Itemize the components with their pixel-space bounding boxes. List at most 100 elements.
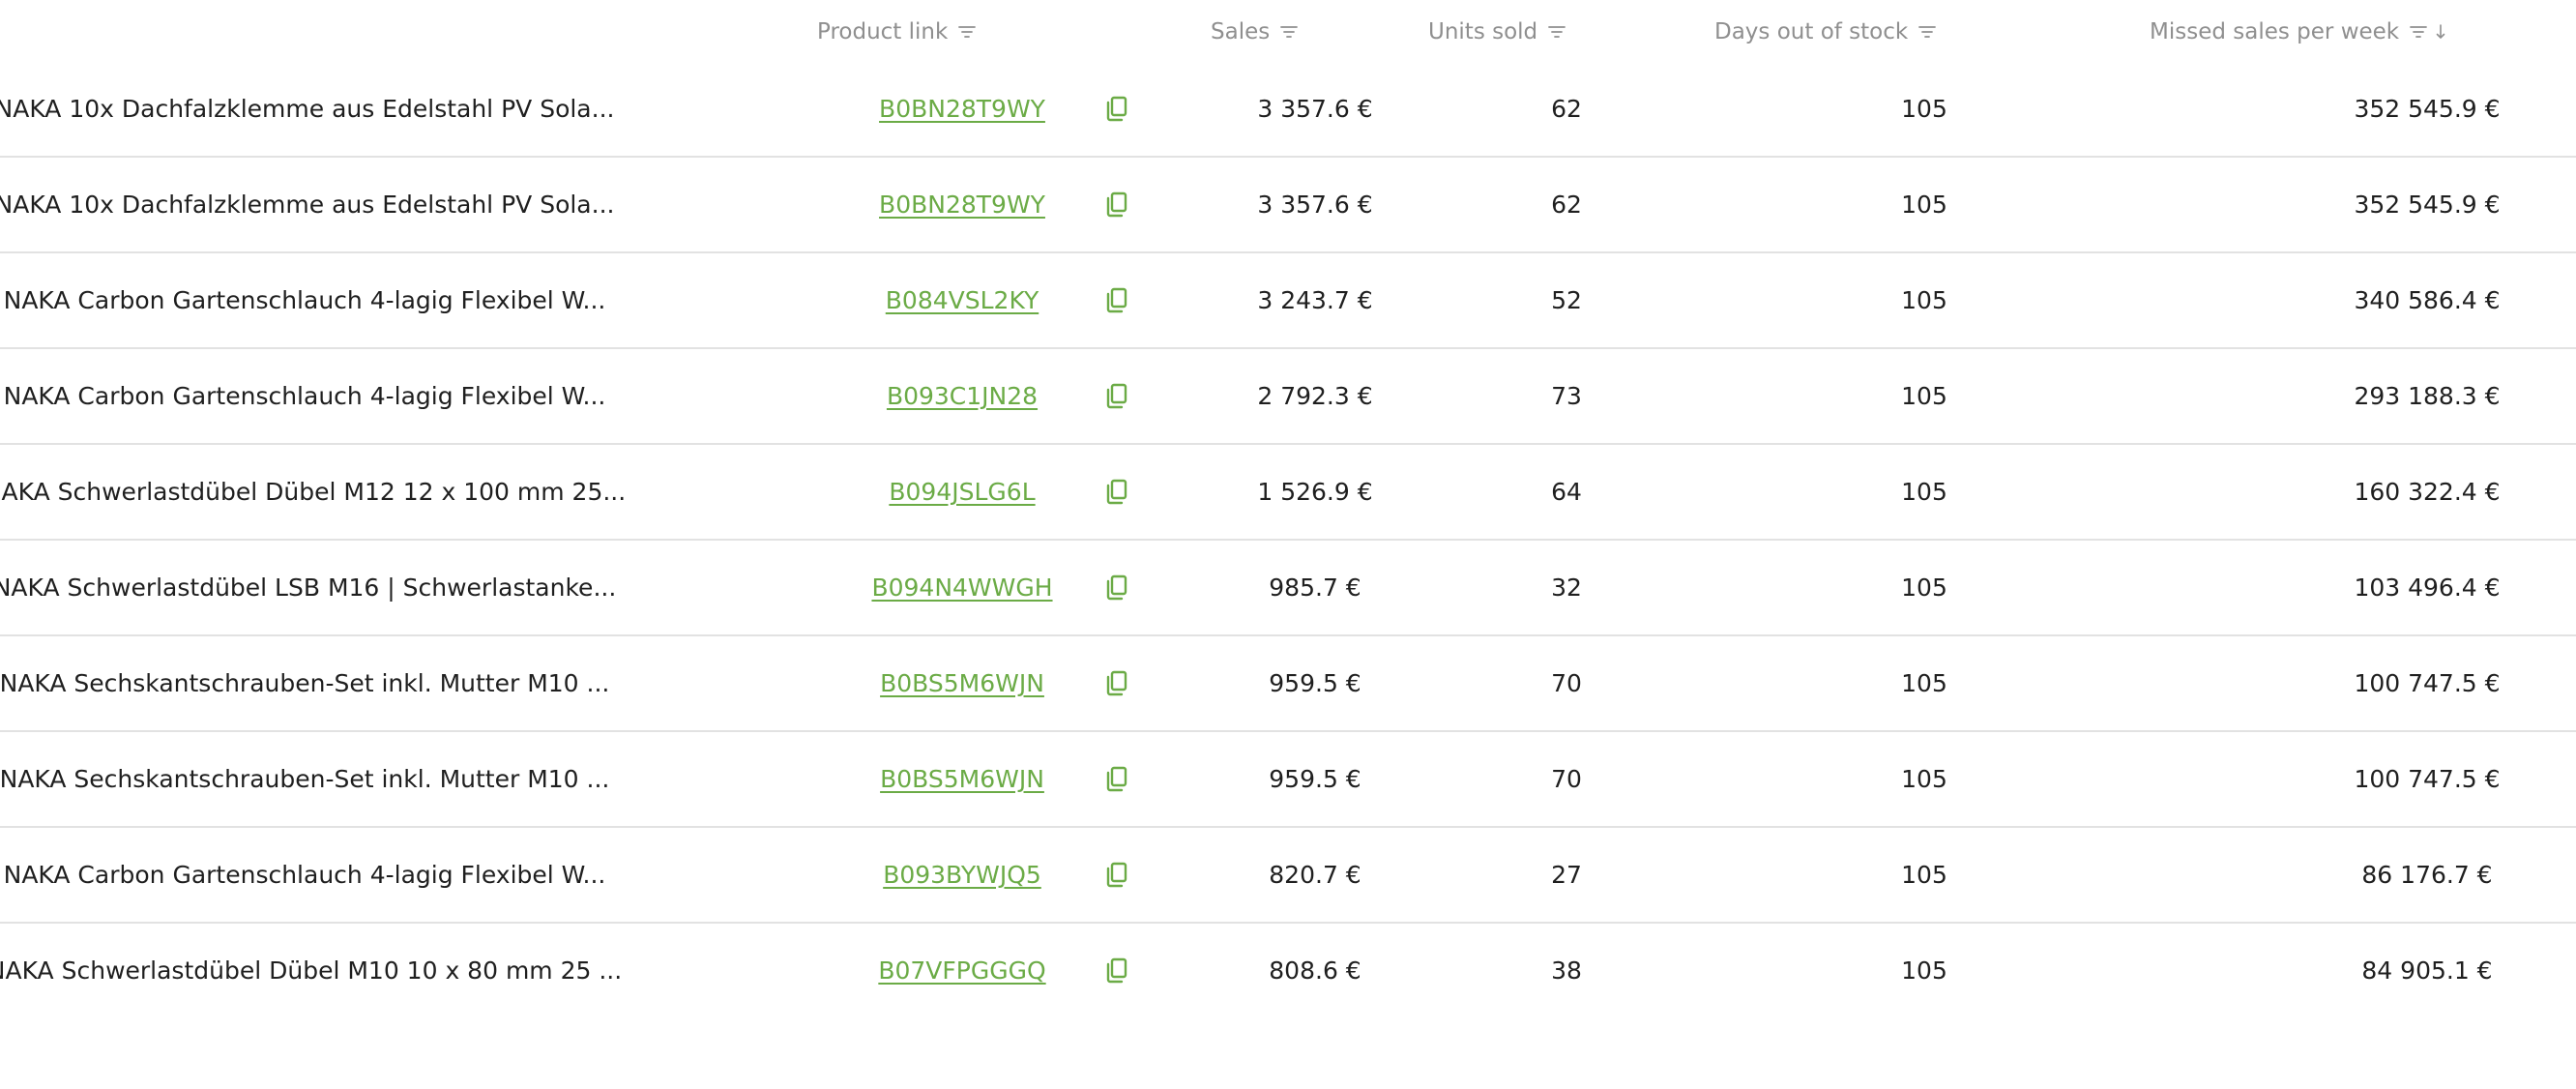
missed-sales-value: 352 545.9 € xyxy=(2354,191,2501,219)
missed-sales-value: 293 188.3 € xyxy=(2354,382,2501,410)
missed-sales-value: 86 176.7 € xyxy=(2361,861,2493,889)
product-asin-link[interactable]: B093C1JN28 xyxy=(886,382,1039,410)
sales-value: 1 526.9 € xyxy=(1257,478,1373,506)
copy-icon[interactable] xyxy=(1093,732,1141,826)
product-link-cell: B094JSLG6L xyxy=(832,445,1093,539)
sales-value: 2 792.3 € xyxy=(1257,382,1373,410)
product-asin-link[interactable]: B0BS5M6WJN xyxy=(880,669,1044,697)
copy-icon[interactable] xyxy=(1093,253,1141,347)
days-out-of-stock-value: 105 xyxy=(1901,669,1947,697)
column-header-label: Product link xyxy=(817,19,949,44)
product-asin-link[interactable]: B084VSL2KY xyxy=(885,286,1039,314)
copy-icon[interactable] xyxy=(1093,828,1141,922)
days-out-of-stock-value: 105 xyxy=(1901,861,1947,889)
product-name: NAKA Carbon Gartenschlauch 4-lagig Flexi… xyxy=(3,382,606,410)
copy-icon[interactable] xyxy=(1093,636,1141,730)
product-link-cell: B0BS5M6WJN xyxy=(832,732,1093,826)
copy-icon[interactable] xyxy=(1093,541,1141,634)
units-sold-value: 52 xyxy=(1551,286,1582,314)
missed-sales-value: 100 747.5 € xyxy=(2354,669,2501,697)
product-link-cell: B0BN28T9WY xyxy=(832,158,1093,251)
units-sold-value: 73 xyxy=(1551,382,1582,410)
missed-sales-value: 84 905.1 € xyxy=(2361,957,2493,985)
missed-sales-value: 103 496.4 € xyxy=(2354,574,2501,602)
copy-icon[interactable] xyxy=(1093,158,1141,251)
sales-value: 985.7 € xyxy=(1269,574,1361,602)
table-body: NAKA 10x Dachfalzklemme aus Edelstahl PV… xyxy=(0,62,2576,1017)
units-sold-value: 62 xyxy=(1551,191,1582,219)
sales-value: 3 243.7 € xyxy=(1257,286,1373,314)
filter-icon[interactable] xyxy=(1917,22,1937,42)
product-link-cell: B093C1JN28 xyxy=(832,349,1093,443)
product-asin-link[interactable]: B0BN28T9WY xyxy=(879,95,1045,123)
sales-value: 959.5 € xyxy=(1269,669,1361,697)
days-out-of-stock-value: 105 xyxy=(1901,957,1947,985)
filter-icon[interactable] xyxy=(1547,22,1566,42)
days-out-of-stock-value: 105 xyxy=(1901,286,1947,314)
column-header-label: Sales xyxy=(1211,19,1271,44)
missed-sales-value: 340 586.4 € xyxy=(2354,286,2501,314)
copy-icon[interactable] xyxy=(1093,349,1141,443)
column-header-sales[interactable]: Sales xyxy=(1211,17,1299,46)
product-name: NAKA Sechskantschrauben-Set inkl. Mutter… xyxy=(0,669,610,697)
column-header-units-sold[interactable]: Units sold xyxy=(1428,17,1566,46)
missed-sales-table: Product link Sales Units sold Days out o… xyxy=(0,0,2576,1017)
table-row[interactable]: NAKA Carbon Gartenschlauch 4-lagig Flexi… xyxy=(0,828,2576,924)
table-header: Product link Sales Units sold Days out o… xyxy=(0,0,2576,62)
missed-sales-value: 160 322.4 € xyxy=(2354,478,2501,506)
product-asin-link[interactable]: B07VFPGGGQ xyxy=(878,957,1046,985)
units-sold-value: 32 xyxy=(1551,574,1582,602)
product-name: NAKA 10x Dachfalzklemme aus Edelstahl PV… xyxy=(0,95,615,123)
missed-sales-value: 352 545.9 € xyxy=(2354,95,2501,123)
table-row[interactable]: NAKA Sechskantschrauben-Set inkl. Mutter… xyxy=(0,636,2576,732)
product-asin-link[interactable]: B094JSLG6L xyxy=(889,478,1036,506)
table-row[interactable]: NAKA Schwerlastdübel LSB M16 | Schwerlas… xyxy=(0,541,2576,636)
column-header-label: Units sold xyxy=(1428,19,1538,44)
units-sold-value: 70 xyxy=(1551,765,1582,793)
product-link-cell: B093BYWJQ5 xyxy=(832,828,1093,922)
product-name: NAKA 10x Dachfalzklemme aus Edelstahl PV… xyxy=(0,191,615,219)
sales-value: 808.6 € xyxy=(1269,957,1361,985)
days-out-of-stock-value: 105 xyxy=(1901,478,1947,506)
sort-descending-icon[interactable] xyxy=(2434,22,2447,42)
column-header-label: Days out of stock xyxy=(1714,19,1909,44)
filter-icon[interactable] xyxy=(1279,22,1299,42)
product-link-cell: B094N4WWGH xyxy=(832,541,1093,634)
copy-icon[interactable] xyxy=(1093,924,1141,1017)
column-header-days-out-of-stock[interactable]: Days out of stock xyxy=(1714,17,1937,46)
table-row[interactable]: NAKA Schwerlastdübel Dübel M12 12 x 100 … xyxy=(0,445,2576,541)
column-header-label: Missed sales per week xyxy=(2150,19,2400,44)
days-out-of-stock-value: 105 xyxy=(1901,574,1947,602)
table-row[interactable]: NAKA Carbon Gartenschlauch 4-lagig Flexi… xyxy=(0,253,2576,349)
copy-icon[interactable] xyxy=(1093,62,1141,156)
product-name: NAKA Schwerlastdübel LSB M16 | Schwerlas… xyxy=(0,574,617,602)
filter-icon[interactable] xyxy=(957,22,977,42)
table-row[interactable]: NAKA Sechskantschrauben-Set inkl. Mutter… xyxy=(0,732,2576,828)
sales-value: 3 357.6 € xyxy=(1257,191,1373,219)
column-header-missed-sales-per-week[interactable]: Missed sales per week xyxy=(2150,17,2447,46)
product-name: NAKA Carbon Gartenschlauch 4-lagig Flexi… xyxy=(3,861,606,889)
product-asin-link[interactable]: B0BN28T9WY xyxy=(879,191,1045,219)
units-sold-value: 62 xyxy=(1551,95,1582,123)
days-out-of-stock-value: 105 xyxy=(1901,95,1947,123)
units-sold-value: 70 xyxy=(1551,669,1582,697)
sales-value: 3 357.6 € xyxy=(1257,95,1373,123)
days-out-of-stock-value: 105 xyxy=(1901,191,1947,219)
table-row[interactable]: NAKA 10x Dachfalzklemme aus Edelstahl PV… xyxy=(0,62,2576,158)
column-header-product-link[interactable]: Product link xyxy=(817,17,977,46)
table-row[interactable]: NAKA Carbon Gartenschlauch 4-lagig Flexi… xyxy=(0,349,2576,445)
product-link-cell: B084VSL2KY xyxy=(832,253,1093,347)
product-name: NAKA Carbon Gartenschlauch 4-lagig Flexi… xyxy=(3,286,606,314)
filter-icon[interactable] xyxy=(2409,22,2428,42)
table-row[interactable]: NAKA 10x Dachfalzklemme aus Edelstahl PV… xyxy=(0,158,2576,253)
units-sold-value: 38 xyxy=(1551,957,1582,985)
table-row[interactable]: NAKA Schwerlastdübel Dübel M10 10 x 80 m… xyxy=(0,924,2576,1017)
copy-icon[interactable] xyxy=(1093,445,1141,539)
units-sold-value: 27 xyxy=(1551,861,1582,889)
product-name: NAKA Sechskantschrauben-Set inkl. Mutter… xyxy=(0,765,610,793)
product-link-cell: B0BS5M6WJN xyxy=(832,636,1093,730)
product-asin-link[interactable]: B093BYWJQ5 xyxy=(883,861,1041,889)
units-sold-value: 64 xyxy=(1551,478,1582,506)
product-asin-link[interactable]: B0BS5M6WJN xyxy=(880,765,1044,793)
product-asin-link[interactable]: B094N4WWGH xyxy=(871,574,1053,602)
